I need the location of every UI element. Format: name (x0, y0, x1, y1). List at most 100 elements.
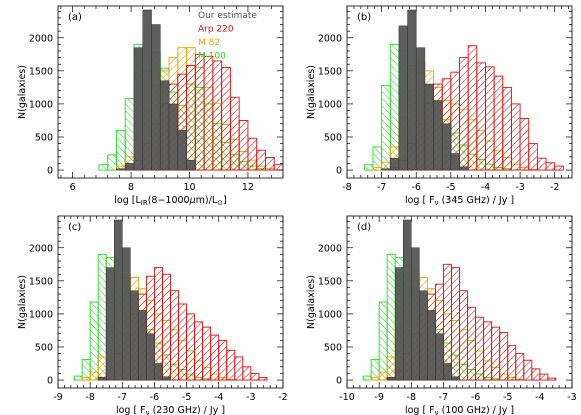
bar-arp220 (218, 339, 228, 381)
bar-arp220 (203, 55, 214, 171)
bar-m82 (386, 356, 396, 381)
bar-arp220 (545, 162, 556, 171)
x-tick-label: -5 (503, 392, 512, 403)
bar-m82 (97, 356, 107, 381)
x-tick-label: 12 (242, 182, 254, 193)
bar-estimate (435, 333, 444, 381)
bar-arp220 (226, 349, 236, 381)
bar-estimate (386, 377, 396, 381)
bar-arp220 (502, 86, 512, 171)
x-tick-label: -3 (567, 392, 576, 403)
bar-arp220 (282, 167, 283, 171)
x-tick-label: -7 (118, 392, 127, 403)
y-tick-label: 0 (47, 166, 53, 177)
bar-estimate (168, 103, 179, 171)
bar-estimate (138, 310, 147, 381)
y-tick-label: 2000 (318, 33, 342, 44)
y-tick-label: 1500 (318, 276, 342, 287)
y-tick-label: 500 (324, 342, 342, 353)
y-axis-label: N(galaxies) (306, 275, 317, 329)
bar-m82 (372, 166, 383, 171)
y-tick-label: 0 (336, 376, 342, 387)
bar-estimate (415, 47, 426, 171)
y-tick-label: 2000 (29, 33, 53, 44)
chart-panel-d: -10 -9 -8 -7 -6 -5 -4 -3 0 500 1000 1500 2000 (d) N(ga… (306, 215, 577, 415)
y-tick-label: 1000 (318, 309, 342, 320)
bar-estimate (114, 219, 123, 381)
x-tick-label: -5 (446, 182, 455, 193)
x-tick-label: -6 (411, 182, 420, 193)
bar-estimate (105, 267, 115, 381)
x-tick-label: -7 (439, 392, 448, 403)
x-tick-label: -2 (278, 392, 287, 403)
bar-estimate (459, 166, 469, 171)
bar-arp220 (186, 65, 196, 171)
x-tick-label: -3 (515, 182, 524, 193)
bar-estimate (433, 100, 443, 171)
y-tick-label: 1500 (29, 66, 53, 77)
bar-m100 (115, 129, 126, 171)
y-tick-label: 1500 (318, 66, 342, 77)
x-tick-label: -6 (471, 392, 480, 403)
x-tick-label: 6 (70, 182, 76, 193)
plot-frame (346, 5, 573, 179)
bar-estimate (116, 168, 126, 171)
bar-arp220 (258, 376, 268, 381)
bar-arp220 (194, 53, 205, 171)
bar-arp220 (539, 373, 549, 381)
legend-item-m100: M 100 (198, 52, 226, 62)
bar-estimate (398, 25, 408, 171)
bar-m100 (98, 164, 109, 171)
bar-estimate (124, 163, 135, 171)
bar-arp220 (221, 67, 231, 171)
bar-arp220 (212, 60, 223, 171)
x-tick-label: -8 (85, 392, 94, 403)
bar-m82 (89, 371, 99, 381)
bar-arp220 (459, 57, 469, 171)
bar-estimate (394, 267, 404, 381)
bar-estimate (186, 159, 196, 171)
panel-label: (c) (68, 222, 81, 233)
bar-arp220 (234, 356, 244, 381)
legend-item-arp220: Arp 220 (198, 25, 234, 35)
y-tick-label: 500 (324, 132, 342, 143)
bar-arp220 (515, 353, 525, 381)
panel-label: (d) (357, 222, 371, 233)
plot-frame (57, 215, 284, 389)
x-tick-label: -5 (182, 392, 191, 403)
bar-arp220 (485, 66, 495, 171)
bar-m82 (370, 376, 380, 381)
bar-arp220 (536, 157, 547, 171)
bar-estimate (146, 333, 155, 381)
y-tick-label: 1500 (29, 276, 53, 287)
bars-group (98, 9, 283, 171)
bar-arp220 (442, 263, 452, 381)
bar-estimate (122, 247, 131, 381)
bar-arp220 (238, 119, 249, 171)
bar-estimate (381, 168, 391, 171)
bar-estimate (177, 130, 187, 171)
legend-item-m82: M 82 (198, 38, 220, 48)
x-tick-label: -8 (342, 182, 351, 193)
legend-item-estimate: Our estimate (198, 11, 257, 21)
x-tick-label: -10 (339, 392, 355, 403)
bar-arp220 (247, 137, 258, 171)
chart-panel-a: 6 8 10 12 0 500 1000 1500 2000 (a) N(galaxies) log … (17, 5, 284, 207)
bar-estimate (424, 83, 434, 171)
x-axis-label: log [LIR(8−1000μm)/L⊙] (114, 195, 226, 207)
bar-m100 (73, 375, 83, 381)
bar-arp220 (519, 118, 530, 171)
bar-arp220 (229, 96, 240, 171)
x-tick-label: -4 (481, 182, 490, 193)
y-tick-label: 0 (47, 376, 53, 387)
bar-estimate (419, 290, 428, 381)
bar-arp220 (273, 164, 283, 171)
bar-arp220 (476, 62, 486, 171)
bar-arp220 (528, 143, 538, 171)
bar-arp220 (467, 306, 477, 381)
bar-arp220 (467, 45, 478, 171)
x-tick-label: -4 (535, 392, 544, 403)
bar-arp220 (475, 316, 485, 381)
chart-panel-c: -9 -8 -7 -6 -5 -4 -3 -2 0 500 1000 1500 2000 (c) N(gal… (17, 215, 288, 415)
